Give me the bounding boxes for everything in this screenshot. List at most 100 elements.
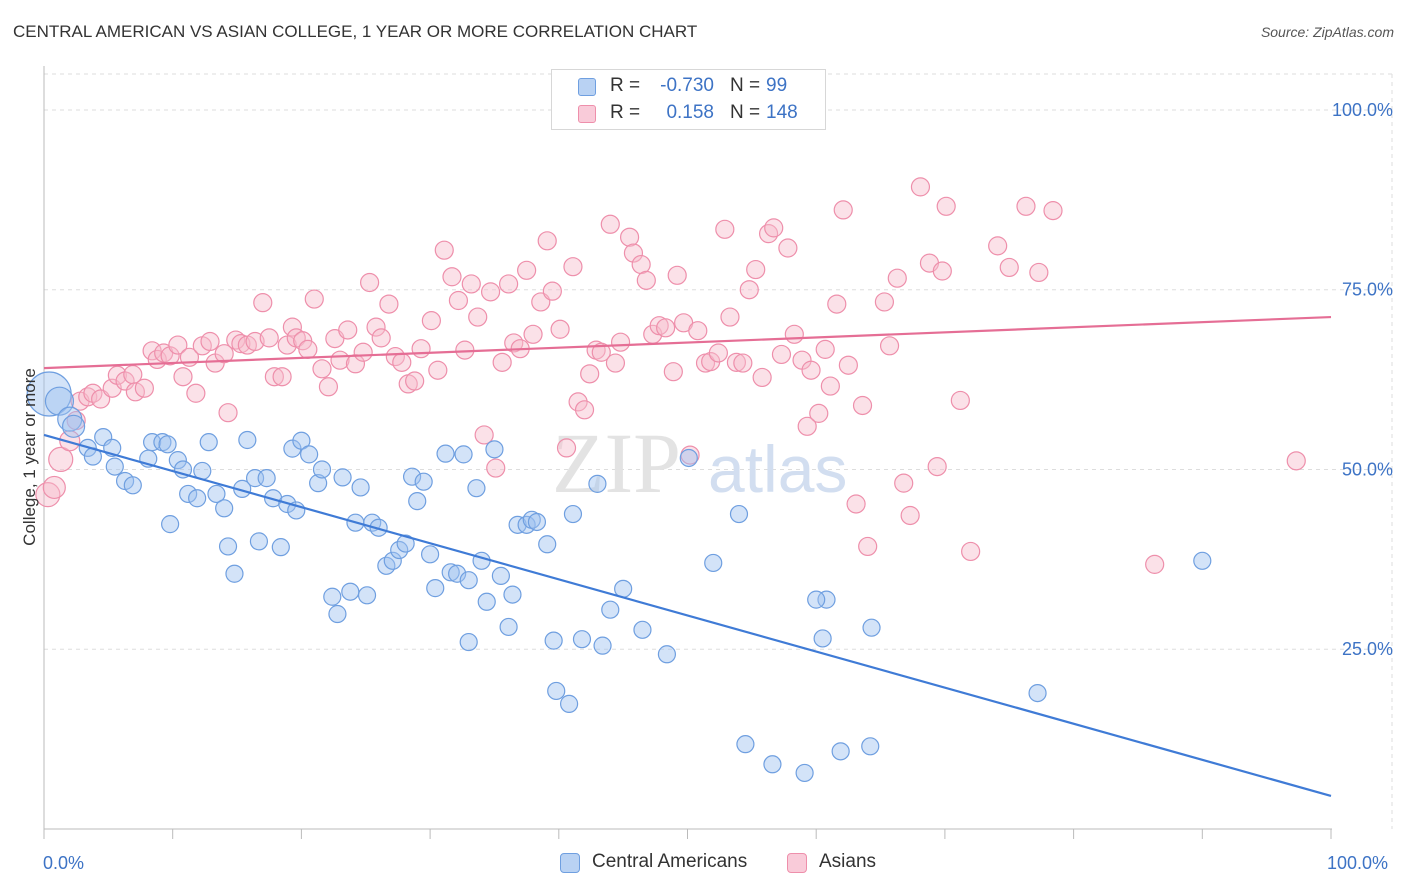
- data-point: [271, 538, 290, 557]
- data-point: [542, 281, 562, 301]
- data-point: [715, 219, 735, 239]
- legend-row-central: R = -0.730 N = 99: [552, 75, 825, 99]
- data-point: [538, 535, 557, 554]
- trend-lines: [43, 315, 1332, 797]
- data-point: [679, 448, 698, 468]
- series-central-americans: [26, 371, 1212, 783]
- data-point: [402, 467, 422, 486]
- data-point: [454, 445, 473, 464]
- data-point: [158, 435, 177, 454]
- data-point: [563, 257, 583, 277]
- data-point: [593, 636, 612, 655]
- y-tick-label: 25.0%: [1342, 639, 1393, 659]
- data-point: [448, 564, 467, 583]
- data-point: [910, 177, 931, 197]
- data-point: [168, 451, 187, 470]
- data-point: [927, 457, 947, 477]
- data-point: [467, 479, 486, 498]
- data-point: [312, 359, 332, 379]
- data-point: [168, 335, 188, 355]
- data-point: [547, 681, 566, 701]
- data-point: [999, 257, 1019, 278]
- data-point: [746, 259, 766, 280]
- legend-n-label: N =: [730, 102, 761, 123]
- data-point: [758, 224, 779, 244]
- data-point: [708, 343, 728, 363]
- data-point: [83, 383, 103, 403]
- legend-label-asians: Asians: [819, 851, 877, 872]
- data-point: [405, 371, 425, 391]
- data-point: [225, 564, 244, 583]
- data-point: [817, 590, 836, 609]
- data-point: [309, 474, 328, 493]
- data-point: [312, 460, 332, 479]
- data-point: [492, 352, 512, 372]
- data-point: [663, 362, 683, 382]
- data-point: [480, 282, 501, 302]
- data-point: [771, 344, 792, 365]
- data-point: [961, 541, 981, 562]
- x-tick-label-100: 100.0%: [1327, 853, 1389, 873]
- data-point: [353, 342, 373, 362]
- data-point: [605, 353, 626, 373]
- data-point: [428, 360, 448, 380]
- stats-legend: R = -0.730 N = 99 R = 0.158 N = 148: [551, 69, 826, 130]
- y-tick-label: 50.0%: [1342, 459, 1393, 479]
- data-point: [517, 515, 536, 534]
- data-point: [338, 320, 358, 340]
- data-point: [797, 416, 817, 436]
- data-point: [623, 243, 644, 263]
- y-tick-labels: 25.0% 50.0% 75.0% 100.0%: [1332, 100, 1393, 659]
- data-point: [879, 336, 900, 356]
- data-point: [257, 469, 276, 488]
- data-point: [264, 367, 284, 387]
- data-point: [831, 742, 850, 761]
- data-point: [259, 328, 279, 348]
- data-point: [1286, 451, 1306, 471]
- data-point: [245, 331, 265, 352]
- data-point: [1016, 196, 1036, 216]
- data-point: [517, 260, 537, 280]
- data-point: [988, 236, 1008, 256]
- data-point: [739, 280, 759, 300]
- data-point: [862, 618, 881, 637]
- data-point: [218, 537, 238, 556]
- legend-r-value: -0.730: [660, 75, 714, 96]
- data-point: [292, 431, 311, 450]
- data-point: [1029, 262, 1049, 283]
- data-point: [300, 445, 319, 464]
- data-point: [474, 425, 494, 445]
- data-point: [134, 378, 154, 398]
- trend-line: [43, 433, 1332, 797]
- data-point: [499, 617, 518, 637]
- data-point: [421, 545, 440, 564]
- data-point: [688, 321, 708, 341]
- data-point: [161, 515, 180, 534]
- data-point: [610, 332, 631, 352]
- axes: [43, 66, 1332, 839]
- data-point: [556, 438, 577, 458]
- legend-r-label: R =: [610, 102, 641, 123]
- data-point: [411, 339, 431, 359]
- data-point: [304, 289, 324, 309]
- data-point: [160, 346, 180, 366]
- watermark-zip: ZIP: [552, 415, 681, 511]
- data-point: [459, 571, 478, 590]
- legend-swatch-asians: [578, 105, 596, 123]
- legend-swatch-central: [560, 853, 580, 873]
- data-point: [214, 344, 234, 364]
- data-point: [752, 367, 772, 388]
- data-point: [383, 551, 402, 570]
- data-point: [396, 534, 415, 553]
- trend-line: [43, 315, 1332, 370]
- data-point: [318, 377, 339, 397]
- data-point: [932, 261, 952, 281]
- data-point: [537, 231, 557, 251]
- data-point: [333, 468, 352, 487]
- data-point: [764, 218, 784, 238]
- data-point: [852, 395, 873, 416]
- data-point: [950, 390, 970, 411]
- data-point: [366, 317, 386, 337]
- data-point: [574, 400, 595, 420]
- data-point: [357, 586, 377, 605]
